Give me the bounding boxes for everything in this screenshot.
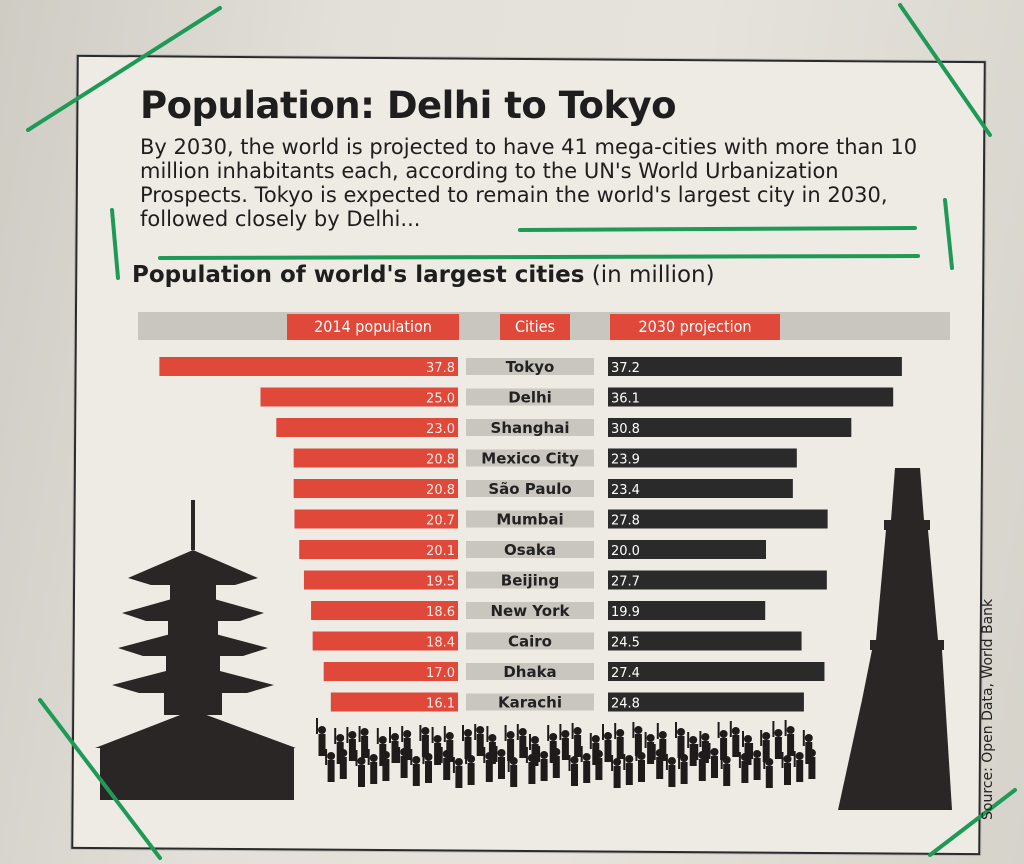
city-label-bg-0 <box>466 358 594 375</box>
pen-annotations <box>26 3 1017 860</box>
label-2030-11: 24.8 <box>611 697 640 712</box>
bar-2030-4 <box>608 479 793 498</box>
label-2030-5: 27.8 <box>611 514 640 529</box>
city-label-bg-8 <box>466 602 594 619</box>
header-2014-population: 2014 population <box>287 314 459 340</box>
city-label-1: Delhi <box>508 389 552 407</box>
bar-2030-1 <box>608 387 894 407</box>
bar-2014-5 <box>294 509 458 529</box>
city-label-bg-4 <box>466 480 594 497</box>
city-label-6: Osaka <box>504 541 556 559</box>
chart-title: Population of world's largest cities <box>132 262 585 288</box>
label-2030-9: 24.5 <box>611 636 640 651</box>
bar-2014-6 <box>299 540 458 559</box>
bar-2014-2 <box>276 418 458 437</box>
headline: Population: Delhi to Tokyo <box>140 84 677 127</box>
qutub-minar-illustration <box>838 468 952 810</box>
label-2030-3: 23.9 <box>611 453 640 468</box>
bar-2014-9 <box>312 631 458 651</box>
label-2030-1: 36.1 <box>611 392 640 407</box>
city-label-bg-1 <box>466 388 594 406</box>
label-2014-0: 37.8 <box>426 361 455 376</box>
label-2014-1: 25.0 <box>426 392 455 407</box>
pen-mark-top-left <box>26 6 222 132</box>
underline-2 <box>158 254 920 260</box>
bar-2014-1 <box>260 387 458 407</box>
bar-2014-7 <box>303 570 458 590</box>
bar-2014-0 <box>159 357 458 376</box>
label-2014-2: 23.0 <box>426 422 455 437</box>
label-2014-8: 18.6 <box>426 605 455 620</box>
label-2030-7: 27.7 <box>611 575 640 590</box>
label-2014-5: 20.7 <box>426 514 455 529</box>
city-label-3: Mexico City <box>481 450 579 468</box>
bar-2014-8 <box>311 601 458 620</box>
bar-2014-4 <box>293 479 458 498</box>
header-2030-projection: 2030 projection <box>610 314 780 340</box>
label-2030-2: 30.8 <box>611 422 640 437</box>
label-2014-9: 18.4 <box>426 636 455 651</box>
label-2030-4: 23.4 <box>611 483 640 498</box>
city-label-4: São Paulo <box>488 480 571 498</box>
source-note: Source: Open Data, World Bank <box>980 598 996 820</box>
city-label-7: Beijing <box>501 572 559 590</box>
pen-mark-bottom-left <box>38 698 162 860</box>
bar-2030-6 <box>608 540 766 559</box>
pagoda-illustration <box>95 500 296 800</box>
bar-2030-5 <box>608 509 828 529</box>
pen-mark-bottom-right <box>928 788 1017 857</box>
chart-unit: (in million) <box>591 262 715 288</box>
label-2014-11: 16.1 <box>426 697 455 712</box>
city-label-0: Tokyo <box>506 358 555 376</box>
label-2014-6: 20.1 <box>426 544 455 559</box>
city-label-9: Cairo <box>508 633 552 651</box>
city-label-5: Mumbai <box>496 511 563 529</box>
city-label-11: Karachi <box>498 694 562 712</box>
label-2014-3: 20.8 <box>426 453 455 468</box>
bar-2030-2 <box>608 418 852 437</box>
bar-2014-3 <box>293 448 458 468</box>
city-label-bg-11 <box>466 693 594 711</box>
pen-mark-top-right <box>898 3 992 137</box>
city-label-bg-10 <box>466 663 594 680</box>
label-2014-10: 17.0 <box>426 666 455 681</box>
city-label-10: Dhaka <box>503 663 556 681</box>
city-label-bg-9 <box>466 632 594 650</box>
bracket-right <box>943 198 954 270</box>
city-label-bg-3 <box>466 449 594 467</box>
bar-2030-0 <box>608 357 902 376</box>
underline-1 <box>518 226 917 232</box>
crowd-illustration <box>316 718 816 788</box>
bar-2030-9 <box>608 631 802 651</box>
city-label-2: Shanghai <box>491 419 570 437</box>
bar-2030-11 <box>608 692 804 712</box>
city-label-bg-6 <box>466 541 594 558</box>
city-label-bg-2 <box>466 419 594 436</box>
label-2014-7: 19.5 <box>426 575 455 590</box>
bar-2030-8 <box>608 601 766 620</box>
bar-2030-7 <box>608 570 827 590</box>
city-label-8: New York <box>491 602 571 620</box>
city-label-bg-5 <box>466 510 594 528</box>
label-2030-8: 19.9 <box>611 605 640 620</box>
label-2030-6: 20.0 <box>611 544 640 559</box>
bar-2014-10 <box>323 662 458 681</box>
intro-paragraph: By 2030, the world is projected to have … <box>140 135 918 231</box>
city-label-bg-7 <box>466 571 594 589</box>
label-2030-10: 27.4 <box>611 666 640 681</box>
label-2014-4: 20.8 <box>426 483 455 498</box>
header-cities: Cities <box>500 314 570 340</box>
bar-2030-10 <box>608 662 825 681</box>
bar-2030-3 <box>608 448 797 468</box>
bar-group: 37.8 Tokyo 37.2 25.0 Delhi 36.1 23.0 Shanghai 30… <box>159 357 902 712</box>
bar-2014-11 <box>330 692 458 712</box>
chart-subtitle: Population of world's largest cities (in… <box>132 262 715 288</box>
bracket-left <box>110 208 120 280</box>
label-2030-0: 37.2 <box>611 361 640 376</box>
